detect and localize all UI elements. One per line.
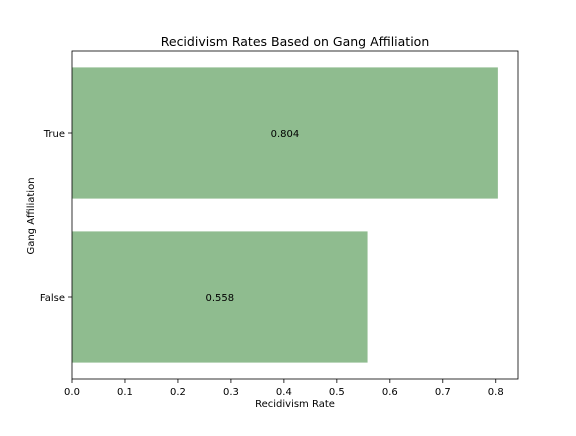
x-tick-label: 0.1 (117, 387, 133, 398)
x-tick-label: 0.2 (170, 387, 186, 398)
y-tick-label-true: True (43, 129, 65, 140)
x-tick-label: 0.7 (435, 387, 451, 398)
x-tick-label: 0.0 (64, 387, 80, 398)
x-tick-label: 0.6 (382, 387, 398, 398)
data-label-false: 0.558 (205, 293, 234, 304)
y-axis-label: Gang Affiliation (26, 177, 37, 254)
data-label-true: 0.804 (271, 129, 300, 140)
x-tick-label: 0.8 (488, 387, 504, 398)
plot-area: 0.804 True 0.558 False 0.0 0.1 0.2 0.3 0.4 0.5 0.6… (40, 50, 519, 398)
x-tick-label: 0.3 (223, 387, 239, 398)
chart-title: Recidivism Rates Based on Gang Affiliati… (161, 34, 430, 49)
plot-frame (71, 50, 519, 380)
x-tick-label: 0.4 (276, 387, 292, 398)
y-tick-label-false: False (40, 293, 65, 304)
bar-true (72, 67, 498, 199)
bar-false (72, 231, 368, 363)
x-axis-label: Recidivism Rate (255, 399, 335, 410)
x-tick-label: 0.5 (329, 387, 345, 398)
